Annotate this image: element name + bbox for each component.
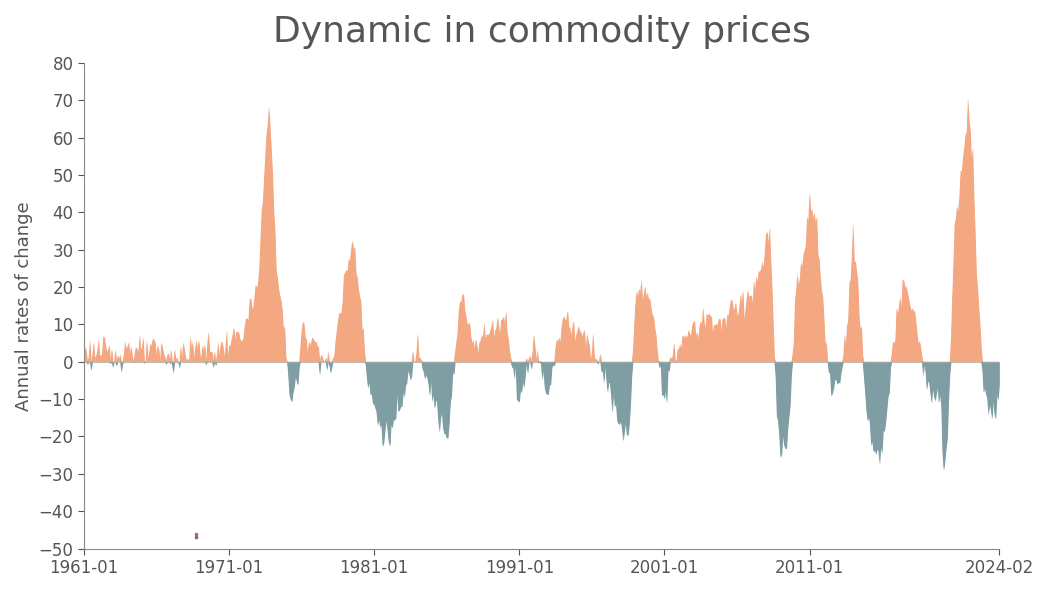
Title: Dynamic in commodity prices: Dynamic in commodity prices [273, 15, 811, 49]
Y-axis label: Annual rates of change: Annual rates of change [15, 201, 33, 410]
Legend: , : , [194, 532, 198, 538]
